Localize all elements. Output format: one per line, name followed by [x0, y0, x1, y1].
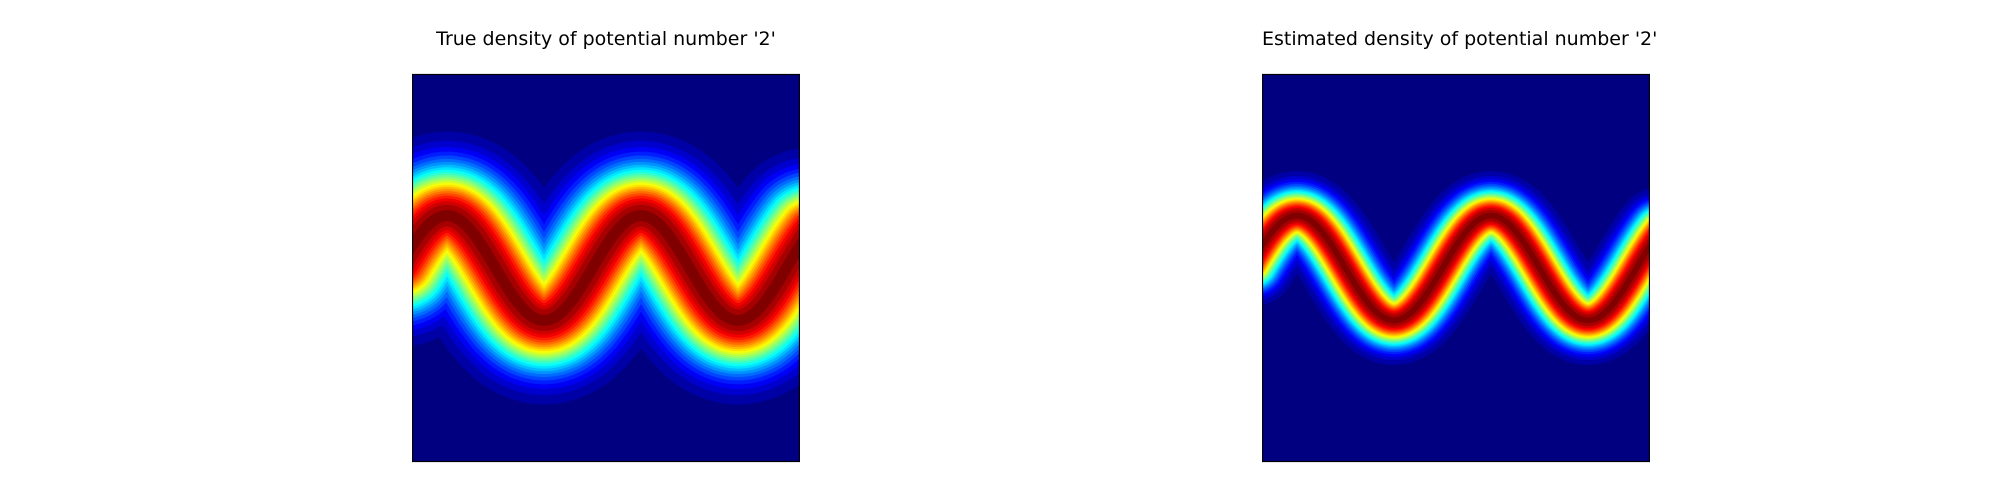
density-level-band [1262, 212, 1650, 324]
estimated-density-panel: Estimated density of potential number '2… [1262, 28, 1658, 463]
density-level-band [412, 210, 800, 326]
estimated-density-title: Estimated density of potential number '2… [1262, 28, 1658, 50]
plot-frame [412, 73, 800, 463]
true-density-title: True density of potential number '2' [436, 28, 776, 50]
plot-frame [1262, 73, 1650, 463]
estimated-density-heatmap [1262, 73, 1650, 463]
true-density-panel: True density of potential number '2' [412, 28, 800, 463]
true-density-heatmap [412, 73, 800, 463]
